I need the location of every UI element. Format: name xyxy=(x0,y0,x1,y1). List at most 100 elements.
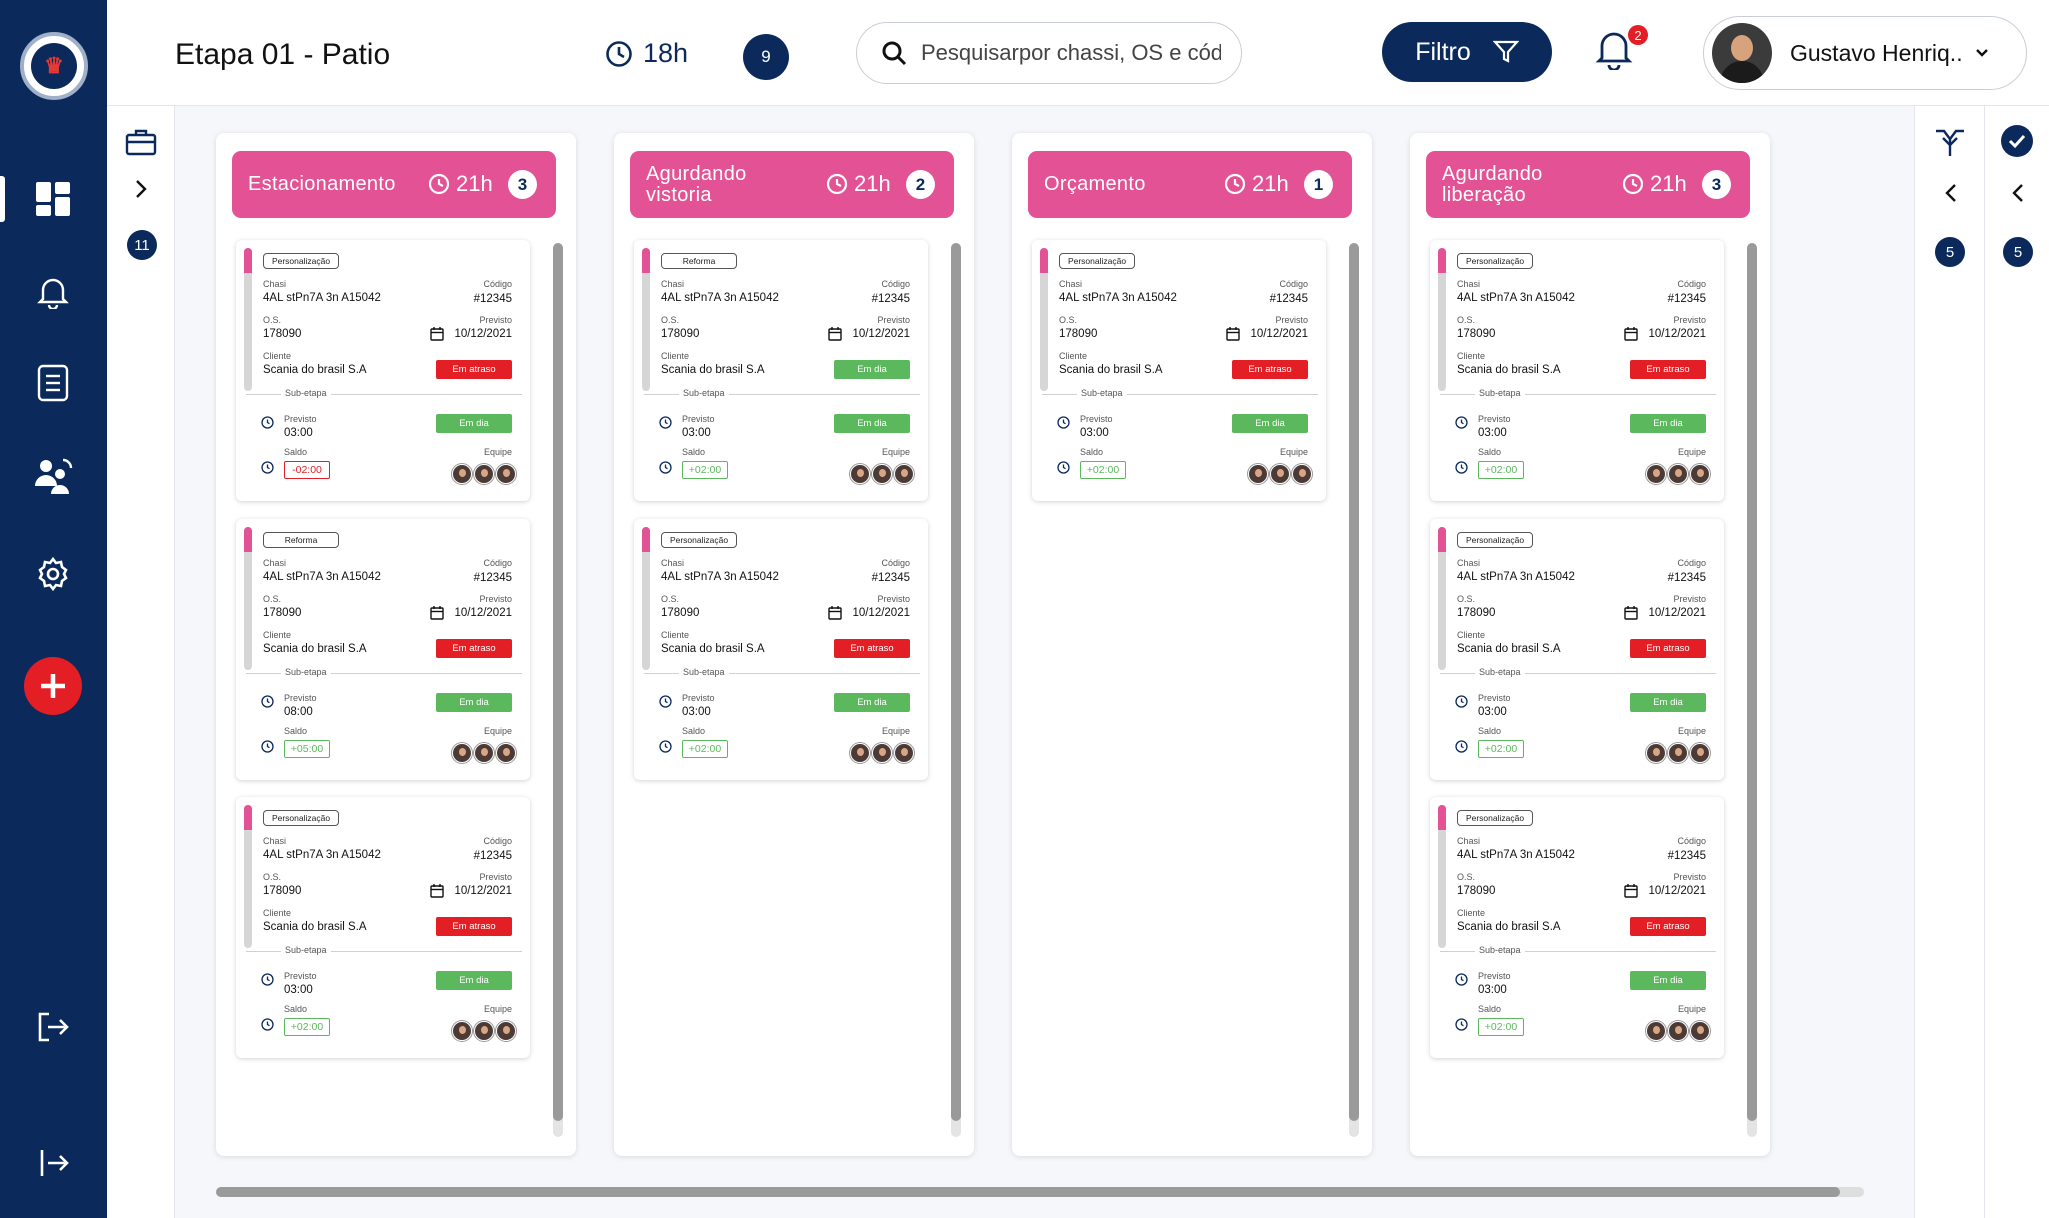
board-scrollbar[interactable] xyxy=(216,1187,1840,1197)
team-member-avatar[interactable] xyxy=(1668,743,1688,763)
team-member-avatar[interactable] xyxy=(1690,464,1710,484)
order-card[interactable]: Personalização Chasi Código 4AL stPn7A 3… xyxy=(1430,797,1724,1058)
team-member-avatar[interactable] xyxy=(1248,464,1268,484)
workflow-icon[interactable] xyxy=(1934,128,1966,158)
service-tag: Personalização xyxy=(1457,253,1533,269)
previsto-date: 10/12/2021 xyxy=(1648,885,1706,897)
briefcase-icon[interactable] xyxy=(125,128,157,156)
column-header[interactable]: Agurdando liberação 21h 3 xyxy=(1426,151,1750,218)
order-card[interactable]: Personalização Chasi Código 4AL stPn7A 3… xyxy=(1430,519,1724,780)
team-member-avatar[interactable] xyxy=(1270,464,1290,484)
team-member-avatar[interactable] xyxy=(474,464,494,484)
service-tag: Reforma xyxy=(661,253,737,269)
team-member-avatar[interactable] xyxy=(1690,743,1710,763)
order-card[interactable]: Personalização Chasi Código 4AL stPn7A 3… xyxy=(236,240,530,501)
column-hours-value: 21h xyxy=(456,171,493,196)
order-card[interactable]: Reforma Chasi Código 4AL stPn7A 3n A1504… xyxy=(634,240,928,501)
team-member-avatar[interactable] xyxy=(452,464,472,484)
search-input[interactable] xyxy=(921,40,1221,66)
previsto-label: Previsto xyxy=(479,594,512,604)
team-member-avatar[interactable] xyxy=(496,464,516,484)
chevron-right-icon[interactable] xyxy=(134,178,148,200)
team-member-avatar[interactable] xyxy=(1292,464,1312,484)
team-member-avatar[interactable] xyxy=(872,464,892,484)
filter-button[interactable]: Filtro xyxy=(1382,22,1552,82)
column-count-badge: 3 xyxy=(1702,170,1731,199)
scania-logo[interactable]: ♛ xyxy=(20,32,88,100)
clock-icon xyxy=(659,740,672,753)
team-member-avatar[interactable] xyxy=(474,743,494,763)
clock-icon xyxy=(261,1018,274,1031)
dashboard-icon[interactable] xyxy=(22,168,84,230)
column-header[interactable]: Estacionamento 21h 3 xyxy=(232,151,556,218)
previsto-date: 10/12/2021 xyxy=(852,328,910,340)
team-member-avatar[interactable] xyxy=(1646,1021,1666,1041)
team-member-avatar[interactable] xyxy=(872,743,892,763)
column-scrollbar[interactable] xyxy=(1349,243,1359,1121)
team-member-avatar[interactable] xyxy=(894,743,914,763)
team-member-avatar[interactable] xyxy=(496,743,516,763)
clock-icon xyxy=(1622,173,1644,195)
clock-icon xyxy=(606,40,632,67)
calendar-icon xyxy=(1624,327,1638,341)
os-label: O.S. xyxy=(661,594,680,604)
os-label: O.S. xyxy=(263,872,282,882)
check-circle-icon[interactable] xyxy=(2000,124,2034,158)
service-tag: Personalização xyxy=(263,810,339,826)
chevron-left-icon[interactable] xyxy=(1944,182,1958,204)
codigo-value: #12345 xyxy=(473,572,512,584)
codigo-label: Código xyxy=(1279,279,1308,289)
column-header[interactable]: Agurdando vistoria 21h 2 xyxy=(630,151,954,218)
team-icon[interactable] xyxy=(22,445,84,507)
order-card[interactable]: Personalização Chasi Código 4AL stPn7A 3… xyxy=(1032,240,1326,501)
os-value: 178090 xyxy=(263,885,302,897)
exit-icon[interactable] xyxy=(22,1132,84,1194)
sub-previsto-value: 03:00 xyxy=(1478,984,1507,996)
chevron-down-icon xyxy=(1975,49,1988,57)
team-member-avatar[interactable] xyxy=(452,1021,472,1041)
order-card[interactable]: Personalização Chasi Código 4AL stPn7A 3… xyxy=(1430,240,1724,501)
team-member-avatar[interactable] xyxy=(1646,464,1666,484)
team-avatars xyxy=(1644,464,1710,484)
sub-previsto-value: 08:00 xyxy=(284,706,313,718)
clock-icon xyxy=(261,740,274,753)
equipe-label: Equipe xyxy=(1279,447,1308,457)
team-member-avatar[interactable] xyxy=(496,1021,516,1041)
team-member-avatar[interactable] xyxy=(1668,464,1688,484)
equipe-label: Equipe xyxy=(1677,447,1706,457)
order-card[interactable]: Reforma Chasi Código 4AL stPn7A 3n A1504… xyxy=(236,519,530,780)
team-member-avatar[interactable] xyxy=(1646,743,1666,763)
search-box[interactable] xyxy=(856,22,1242,84)
team-member-avatar[interactable] xyxy=(894,464,914,484)
team-member-avatar[interactable] xyxy=(474,1021,494,1041)
team-member-avatar[interactable] xyxy=(850,743,870,763)
sub-status-badge: Em dia xyxy=(1232,414,1308,433)
subetapa-divider xyxy=(246,394,522,395)
column-scrollbar[interactable] xyxy=(553,243,563,1121)
gear-icon[interactable] xyxy=(22,543,84,605)
team-member-avatar[interactable] xyxy=(850,464,870,484)
order-card[interactable]: Personalização Chasi Código 4AL stPn7A 3… xyxy=(634,519,928,780)
saldo-value: +02:00 xyxy=(682,461,728,479)
column-header[interactable]: Orçamento 21h 1 xyxy=(1028,151,1352,218)
add-button[interactable] xyxy=(24,657,82,715)
report-icon[interactable] xyxy=(22,352,84,414)
bell-icon[interactable] xyxy=(22,261,84,323)
previsto-date: 10/12/2021 xyxy=(454,607,512,619)
logout-icon[interactable] xyxy=(22,996,84,1058)
right-count-badge-a: 5 xyxy=(1935,237,1965,267)
griffin-icon: ♛ xyxy=(31,43,77,89)
column-scrollbar[interactable] xyxy=(1747,243,1757,1121)
column-scrollbar[interactable] xyxy=(951,243,961,1121)
service-tag: Personalização xyxy=(661,532,737,548)
subetapa-divider xyxy=(1440,951,1716,952)
order-card[interactable]: Personalização Chasi Código 4AL stPn7A 3… xyxy=(236,797,530,1058)
team-member-avatar[interactable] xyxy=(1690,1021,1710,1041)
team-member-avatar[interactable] xyxy=(452,743,472,763)
team-member-avatar[interactable] xyxy=(1668,1021,1688,1041)
chevron-left-icon[interactable] xyxy=(2011,182,2025,204)
user-menu[interactable]: Gustavo Henriq.. xyxy=(1703,16,2027,90)
card-accent-bar xyxy=(244,805,252,948)
notifications-button[interactable] xyxy=(1594,26,1642,76)
os-label: O.S. xyxy=(1457,872,1476,882)
